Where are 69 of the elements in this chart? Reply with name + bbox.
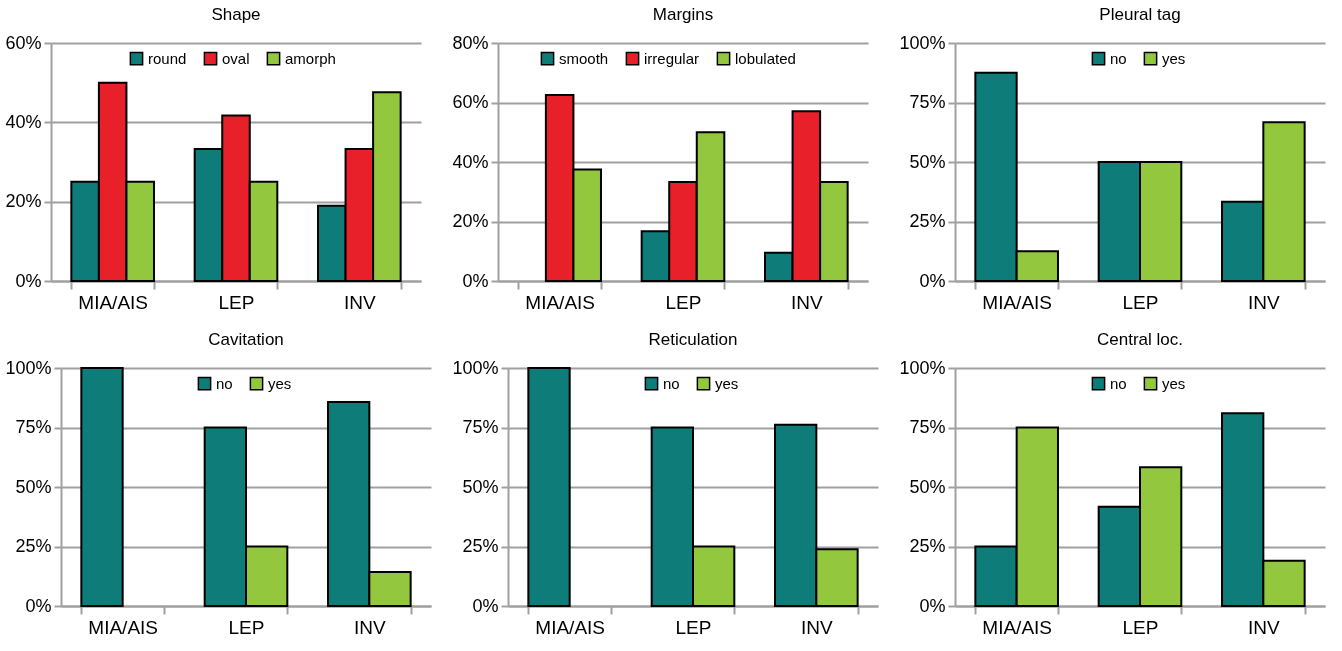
legend-label: smooth [559,49,609,67]
x-tick-label: INV [353,616,386,638]
y-tick-label: 0% [472,595,499,616]
y-tick-label: 25% [909,536,946,556]
x-tick-label: INV [1247,616,1280,638]
y-tick-label: 50% [462,476,499,497]
y-tick-label: 25% [15,536,52,556]
y-tick-label: 40% [452,151,489,172]
y-tick-label: 75% [462,417,499,437]
legend-label: yes [1162,49,1186,67]
y-tick-label: 0% [919,595,946,616]
y-tick-label: 80% [452,32,489,53]
y-tick-label: 100% [899,357,946,378]
bar [527,367,571,607]
y-tick-label: 20% [5,191,42,212]
chart-title: Pleural tag [1099,5,1181,24]
y-tick-label: 0% [919,270,946,291]
x-tick-label: LEP [675,616,712,638]
chart-title: Cavitation [208,330,284,349]
y-tick-label: 50% [15,476,52,497]
y-tick-label: 100% [452,357,499,378]
legend-label: oval [222,49,250,67]
x-tick-label: LEP [665,291,702,313]
legend-label: irregular [644,49,700,67]
x-tick-label: LEP [1122,291,1159,313]
x-tick-label: INV [1247,291,1280,313]
x-tick-label: INV [800,616,833,638]
y-tick-label: 50% [909,476,946,497]
legend-label: yes [1162,374,1186,392]
legend-label: no [1110,374,1127,392]
x-tick-label: INV [790,291,823,313]
legend-label: yes [715,374,739,392]
x-tick-label: LEP [1122,616,1159,638]
chart-title: Reticulation [648,330,738,349]
legend-label: no [216,374,233,392]
x-tick-label: MIA/AIS [535,616,606,638]
x-tick-label: MIA/AIS [88,616,159,638]
y-tick-label: 75% [909,417,946,437]
x-tick-label: MIA/AIS [78,291,149,313]
x-tick-label: LEP [228,616,265,638]
y-tick-label: 0% [462,270,489,291]
legend-label: lobulated [735,49,796,67]
x-tick-label: MIA/AIS [982,291,1053,313]
legend-label: amorph [285,49,336,67]
y-tick-label: 60% [452,92,489,112]
y-tick-label: 75% [909,92,946,112]
y-tick-label: 60% [5,32,42,53]
x-tick-label: LEP [218,291,255,313]
y-tick-label: 100% [5,357,52,378]
chart-title: Shape [211,5,261,24]
bar [80,367,124,607]
y-tick-label: 100% [899,32,946,53]
y-tick-label: 25% [909,211,946,231]
y-tick-label: 20% [452,211,489,231]
legend-label: no [1110,49,1127,67]
y-tick-label: 75% [15,417,52,437]
y-tick-label: 0% [25,595,52,616]
legend-label: no [663,374,680,392]
x-tick-label: MIA/AIS [525,291,596,313]
y-tick-label: 0% [15,270,42,291]
y-tick-label: 40% [5,111,42,132]
chart-title: Margins [652,5,714,24]
chart-title: Central loc. [1097,330,1183,349]
legend-label: round [148,49,187,67]
legend-label: yes [268,374,292,392]
y-tick-label: 50% [909,151,946,172]
x-tick-label: MIA/AIS [982,616,1053,638]
x-tick-label: INV [343,291,376,313]
y-tick-label: 25% [462,536,499,556]
